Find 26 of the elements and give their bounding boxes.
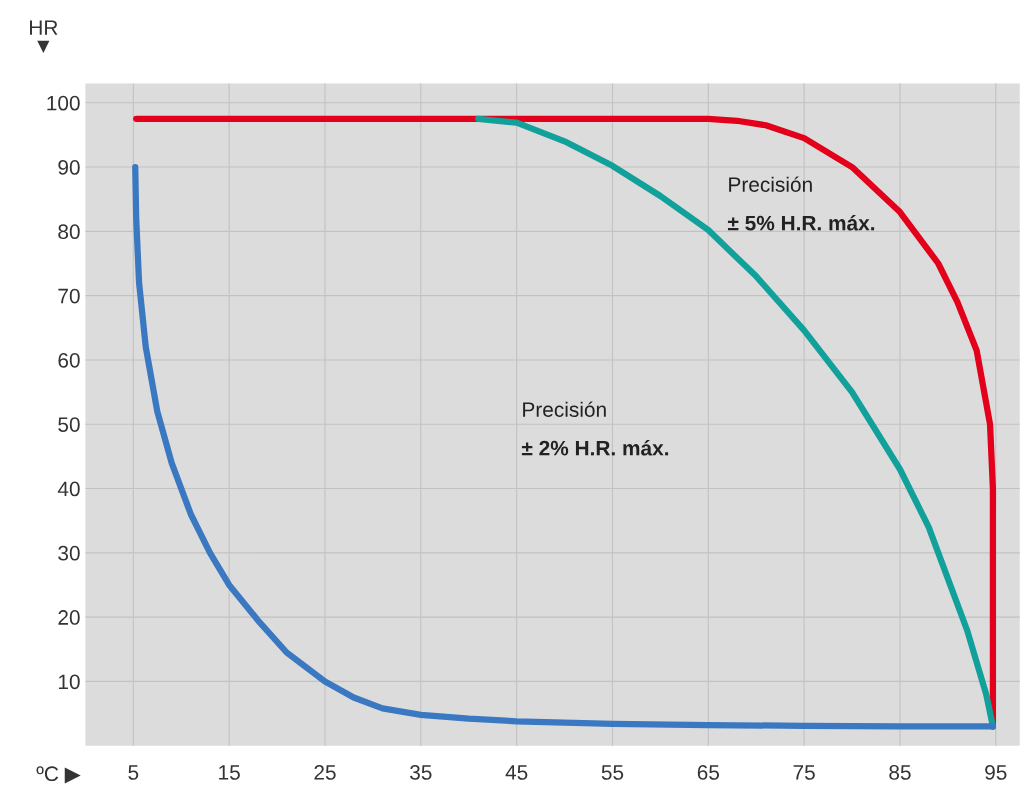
- x-tick-label: 55: [601, 765, 624, 780]
- y-tick-label: 80: [58, 224, 80, 240]
- x-tick-label: 15: [219, 765, 240, 780]
- annotation: ± 5% H.R. máx.: [727, 215, 875, 231]
- y-tick-label: 70: [58, 288, 80, 304]
- y-axis-title: HR ▼: [30, 20, 58, 53]
- x-tick-label: 75: [793, 765, 815, 780]
- annotation: ± 2% H.R. máx.: [521, 440, 669, 456]
- y-tick-label: 40: [57, 481, 80, 497]
- annotation: Precisión: [523, 401, 606, 417]
- x-tick-label: 45: [505, 765, 528, 780]
- y-tick-label: 90: [58, 160, 80, 175]
- y-tick-label: 60: [58, 352, 80, 368]
- x-tick-label: 95: [985, 765, 1007, 780]
- y-tick-label: 20: [58, 610, 80, 625]
- x-tick-label: 65: [697, 765, 720, 780]
- x-tick-label: 35: [410, 765, 432, 780]
- y-tick-label: 10: [58, 674, 80, 690]
- x-tick-label: 85: [889, 765, 911, 780]
- x-axis-title: ºC ▶: [36, 766, 81, 784]
- x-tick-label: 25: [314, 765, 336, 780]
- y-tick-label: 100: [47, 95, 80, 111]
- y-tick-label: 50: [58, 417, 80, 432]
- x-tick-label: 5: [128, 765, 139, 780]
- y-tick-label: 30: [58, 545, 80, 561]
- annotation: Precisión: [729, 176, 812, 192]
